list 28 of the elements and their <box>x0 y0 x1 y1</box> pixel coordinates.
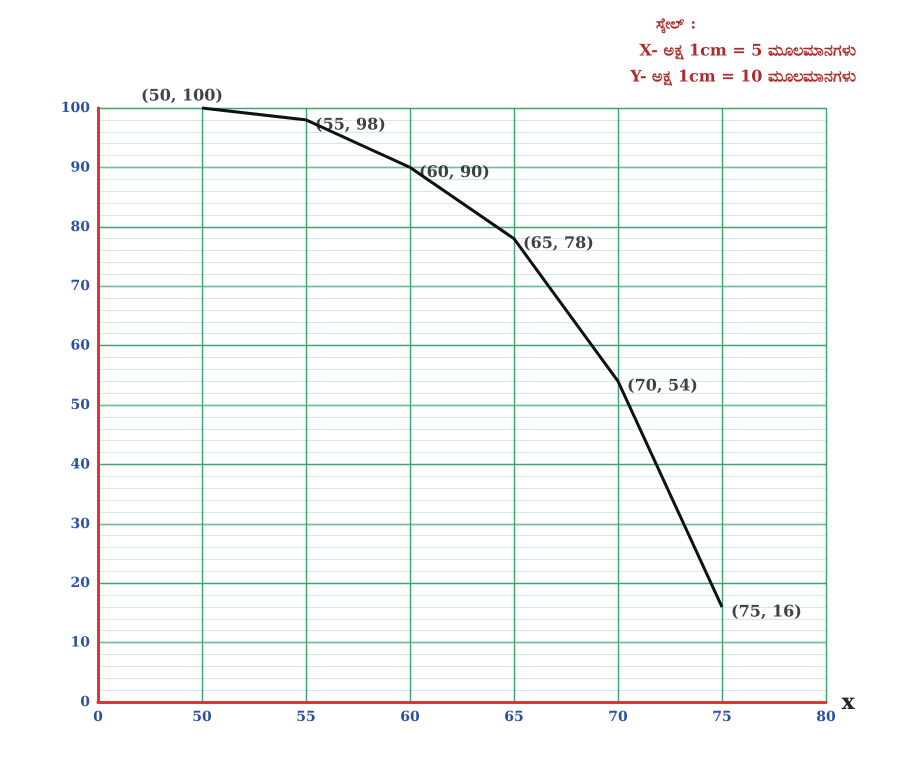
y-tick-label: 100 <box>60 100 90 116</box>
y-tick-label: 10 <box>70 634 90 651</box>
annotation: (50, 100) <box>141 86 223 104</box>
x-tick-label: 65 <box>504 709 524 725</box>
y-tick-label: 0 <box>80 694 90 710</box>
annotation: (75, 16) <box>731 601 802 620</box>
y-tick-label: 90 <box>70 159 90 176</box>
y-tick-label: 30 <box>70 516 90 532</box>
y-tick-label: 80 <box>70 218 90 235</box>
x-tick-label: 70 <box>608 709 628 725</box>
x-tick-label: 60 <box>400 709 420 725</box>
y-tick-label: 60 <box>70 338 90 354</box>
y-tick-label: 50 <box>70 397 90 413</box>
y-tick-label: 20 <box>70 575 90 592</box>
y-tick-label: 40 <box>70 456 90 472</box>
x-tick-label: 75 <box>712 709 732 725</box>
x-tick-label: 50 <box>192 709 212 725</box>
x-tick-label: 55 <box>296 709 316 725</box>
annotation: (65, 78) <box>523 233 594 252</box>
x-tick-label: 0 <box>93 709 104 725</box>
x-tick-label: 80 <box>816 709 836 725</box>
y-tick-label: 70 <box>70 278 90 294</box>
x-axis-title: x <box>842 689 856 715</box>
line-series <box>200 106 724 608</box>
text: Y- ಅಕ್ಷ 1cm = 10 ಮೂಲಮಾನಗಳು <box>629 66 856 86</box>
text: X- ಅಕ್ಷ 1cm = 5 ಮೂಲಮಾನಗಳು <box>639 40 856 60</box>
annotation: (70, 54) <box>627 376 698 395</box>
chart-title: ಸ್ಕೇಲ್ : <box>656 14 696 34</box>
